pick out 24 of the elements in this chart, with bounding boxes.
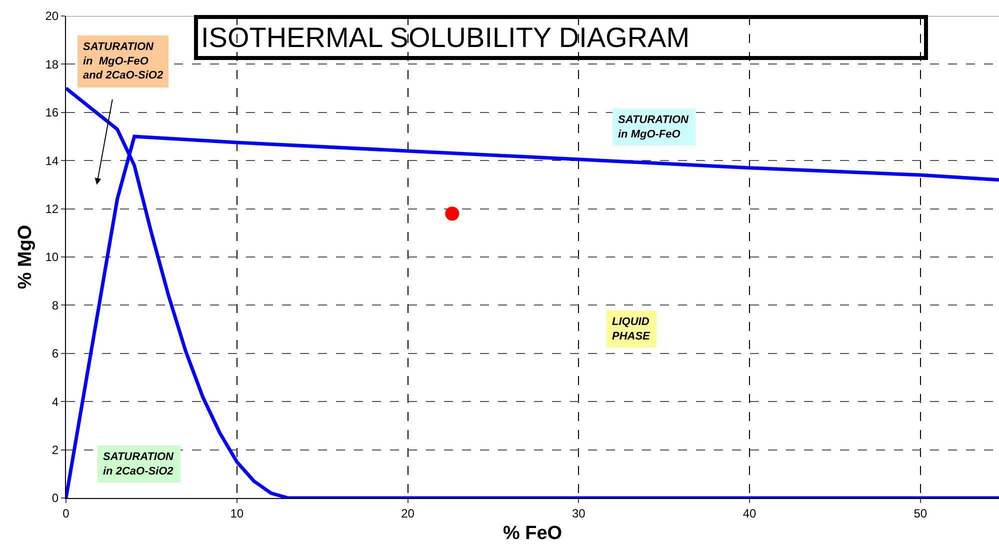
y-tick-label: 14: [45, 154, 59, 168]
y-tick-label: 6: [52, 346, 59, 361]
x-tick-label: 30: [572, 506, 586, 520]
annotation: SATURATION in MgO-FeO: [618, 114, 690, 140]
y-tick-label: 12: [45, 202, 59, 216]
annotation: LIQUID PHASE: [612, 316, 651, 342]
y-tick-label: 16: [45, 106, 59, 120]
y-tick-label: 4: [52, 394, 59, 409]
x-tick-label: 40: [742, 506, 757, 520]
y-axis-title: % MgO: [15, 224, 36, 290]
x-tick-label: 10: [230, 506, 244, 520]
y-tick-label: 2: [52, 443, 59, 457]
y-tick-label: 10: [45, 250, 59, 264]
x-tick-label: 0: [62, 506, 70, 520]
y-tick-label: 0: [52, 491, 59, 506]
y-tick-label: 18: [45, 57, 59, 72]
y-tick-label: 8: [52, 298, 59, 312]
chart-title: ISOTHERMAL SOLUBILITY DIAGRAM: [201, 22, 690, 53]
x-tick-label: 20: [401, 506, 415, 520]
x-tick-label: 50: [914, 506, 928, 520]
annotation: SATURATION in 2CaO-SiO2: [103, 451, 175, 478]
x-axis-title: % FeO: [502, 523, 562, 544]
y-tick-label: 20: [45, 9, 59, 24]
annotation: SATURATION in MgO-FeO and 2CaO-SiO2: [83, 41, 164, 82]
